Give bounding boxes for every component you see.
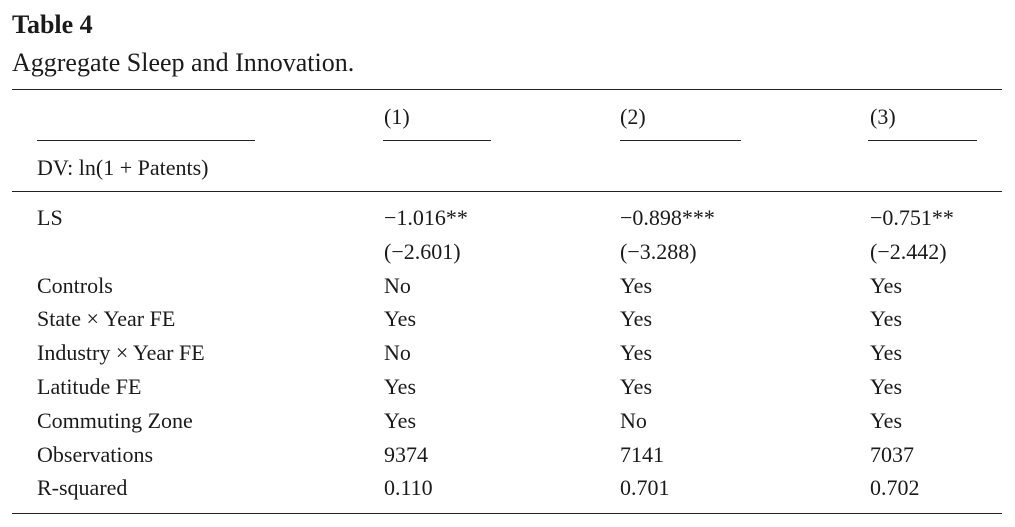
table-title: Table 4 [12,10,93,39]
t-stat: (−3.288) [620,238,697,264]
column-header: (1) [384,104,410,129]
row-label: LS [37,205,63,230]
cell: 0.702 [870,475,920,501]
row-label: Commuting Zone [37,407,193,433]
coefficient: −0.751** [870,205,954,230]
column-header: (2) [620,104,646,129]
row-label: Industry × Year FE [37,340,205,366]
cell: Yes [620,340,653,366]
table-subtitle: Aggregate Sleep and Innovation. [12,48,355,77]
header-underline [868,140,977,141]
cell: 7141 [620,441,664,467]
header-underline [620,140,741,141]
dependent-variable: DV: ln(1 + Patents) [37,155,209,180]
cell: Yes [870,272,903,298]
cell: Yes [384,306,417,332]
cell: Yes [620,306,653,332]
header-underline [383,140,491,141]
coefficient: −1.016** [384,205,468,230]
bottom-rule [12,513,1002,514]
cell: Yes [870,306,903,332]
cell: Yes [870,374,903,399]
row-label: State × Year FE [37,306,176,332]
t-stat: (−2.442) [870,238,947,264]
cell: Yes [620,272,653,298]
row-label: Observations [37,441,154,467]
row-label: Controls [37,272,113,298]
column-header: (3) [870,104,896,129]
cell: No [384,272,411,298]
header-underline [37,140,255,141]
row-label: R-squared [37,475,128,501]
cell: Yes [384,374,417,399]
top-rule [12,89,1002,90]
cell: No [384,340,411,366]
cell: Yes [384,407,417,433]
cell: 0.701 [620,475,670,501]
cell: Yes [870,340,903,366]
cell: 9374 [384,441,428,467]
row-label: Latitude FE [37,374,142,399]
mid-rule [12,191,1002,192]
cell: Yes [870,407,903,433]
cell: No [620,407,647,433]
t-stat: (−2.601) [384,238,461,264]
cell: 7037 [870,441,914,467]
cell: Yes [620,374,653,399]
cell: 0.110 [384,475,433,501]
coefficient: −0.898*** [620,205,715,230]
